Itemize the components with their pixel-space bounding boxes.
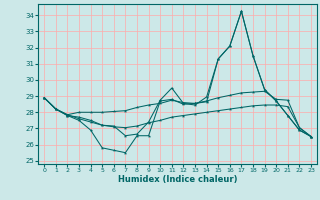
X-axis label: Humidex (Indice chaleur): Humidex (Indice chaleur) xyxy=(118,175,237,184)
